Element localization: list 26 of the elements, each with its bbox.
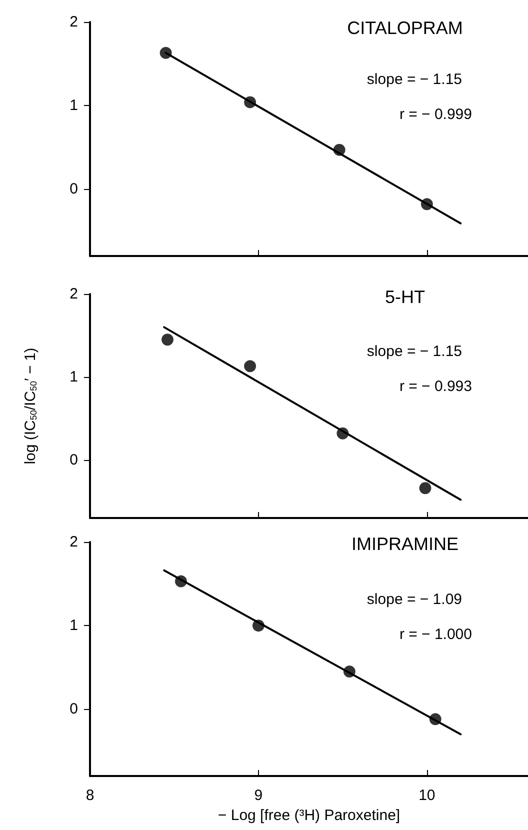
y-tick-label: 0 [70,451,78,468]
annotation: slope = − 1.15 [366,343,462,360]
x-tick-label: 8 [86,787,94,804]
y-tick-label: 1 [70,97,78,114]
y-tick-label: 0 [70,700,78,718]
chart-title: IMIPRAMINE [351,534,459,554]
point [244,360,256,372]
y-tick-label: 2 [70,534,78,550]
x-axis-title: − Log [free (³H) Paroxetine] [218,807,400,824]
annotation: slope = − 1.15 [366,71,462,88]
annotation: r = − 0.999 [399,106,472,123]
x-tick-label: 10 [418,787,436,804]
x-tick-label: 9 [254,787,263,804]
y-tick-label: 1 [70,368,78,386]
y-tick-label: 2 [70,14,78,30]
annotation: r = − 1.000 [399,626,472,643]
annotation: r = − 0.993 [399,378,472,395]
y-tick-label: 2 [70,286,78,302]
y-tick-label: 1 [70,617,78,634]
point [162,334,174,346]
y-axis-title: log (IC50/IC50′ − 1) [22,348,39,464]
chart-title: 5-HT [385,287,426,307]
point [419,482,432,494]
y-tick-label: 0 [70,180,78,198]
chart-title: CITALOPRAM [347,18,463,38]
annotation: slope = − 1.09 [366,591,462,608]
